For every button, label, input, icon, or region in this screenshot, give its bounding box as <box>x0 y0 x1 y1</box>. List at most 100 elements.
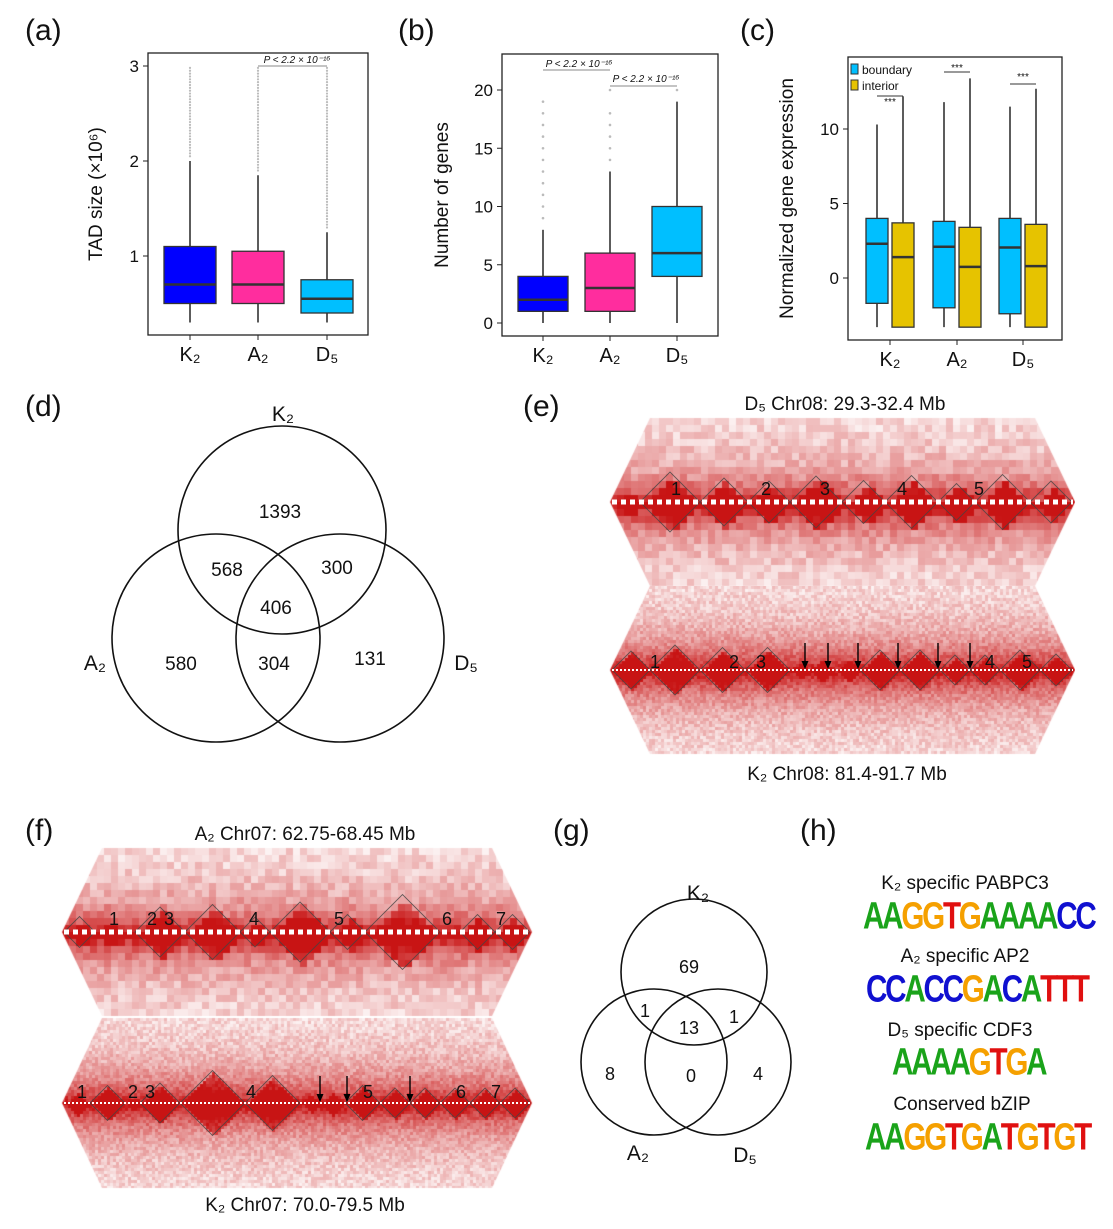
y-tick-label: 0 <box>484 314 493 333</box>
logo-letter-T: T <box>1055 968 1074 1010</box>
box <box>932 220 956 309</box>
outlier-point <box>608 135 612 138</box>
logo-letter-G: G <box>1016 1116 1040 1158</box>
p-value: P < 2.2 × 10⁻¹⁶ <box>613 74 680 85</box>
outlier-point <box>256 163 260 166</box>
logo-letter-G: G <box>958 895 982 937</box>
venn-set-label: D₅ <box>733 1144 757 1167</box>
outlier-point <box>188 135 192 138</box>
box <box>517 275 569 312</box>
logo-letter-G: G <box>903 1116 926 1158</box>
outlier-point <box>325 78 329 81</box>
outlier-point <box>325 140 329 144</box>
outlier-point <box>188 140 192 144</box>
outlier-point <box>256 152 260 155</box>
outlier-point <box>256 138 260 141</box>
outlier-point <box>256 132 260 135</box>
outlier-point <box>256 75 260 78</box>
outlier-point <box>608 123 612 127</box>
outlier-point <box>325 212 329 215</box>
outlier-point <box>325 72 329 75</box>
outlier-point <box>188 138 192 141</box>
logo-letter-C: C <box>1001 968 1023 1010</box>
outlier-point <box>541 112 545 115</box>
outlier-point <box>325 175 329 178</box>
outlier-point <box>325 172 329 175</box>
y-tick-label: 1 <box>130 247 139 266</box>
outlier-point <box>256 158 260 161</box>
legend-key-boundary <box>850 63 859 75</box>
outlier-point <box>256 166 260 169</box>
arrow-head <box>934 661 942 669</box>
outlier-point <box>325 186 329 189</box>
outlier-point <box>325 203 329 206</box>
motif-title: A₂ specific AP2 <box>900 946 1030 967</box>
y-tick-label: 10 <box>474 198 493 217</box>
outlier-point <box>325 180 329 183</box>
logo-letter-G: G <box>968 1041 992 1083</box>
tad-label: 5 <box>1022 652 1032 672</box>
logo-letter-G: G <box>922 895 945 937</box>
tad-label: 1 <box>650 652 660 672</box>
tad-label: 7 <box>491 1082 501 1102</box>
venn-circle <box>580 988 728 1136</box>
tad-label: 5 <box>363 1082 373 1102</box>
tad-label: 1 <box>671 479 681 499</box>
outlier-point <box>188 103 192 107</box>
heatmap-title: K₂ Chr08: 81.4-91.7 Mb <box>747 764 947 785</box>
y-axis-label: TAD size (×10⁶) <box>86 127 107 261</box>
y-tick-label: 20 <box>474 81 493 100</box>
outlier-point <box>325 217 329 221</box>
outlier-point <box>188 92 192 95</box>
logo-letter-C: C <box>942 968 964 1010</box>
tad-label: 3 <box>164 909 174 929</box>
venn-count-K2_only: 1393 <box>259 502 301 523</box>
outlier-point <box>256 155 260 158</box>
outlier-point <box>256 78 260 81</box>
y-tick-label: 0 <box>830 269 839 288</box>
outlier-point <box>256 120 260 124</box>
outlier-point <box>188 95 192 98</box>
box <box>891 222 915 328</box>
logo-letter-A: A <box>1020 968 1042 1010</box>
outlier-point <box>188 143 192 146</box>
outlier-point <box>325 197 329 201</box>
outlier-point <box>325 118 329 121</box>
outlier-point <box>541 135 545 138</box>
y-tick-label: 3 <box>130 57 139 76</box>
panel-label-g: (g) <box>553 814 590 847</box>
tad-label: 4 <box>246 1082 256 1102</box>
outlier-point <box>188 155 192 158</box>
outlier-point <box>325 83 329 87</box>
outlier-point <box>188 66 192 69</box>
x-tick-label: A₂ <box>247 344 268 366</box>
venn-count-D5_only: 4 <box>753 1064 763 1084</box>
outlier-point <box>325 95 329 98</box>
logo-letter-G: G <box>960 1116 984 1158</box>
outlier-point <box>541 193 545 197</box>
venn-count-all: 13 <box>679 1018 699 1038</box>
outlier-point <box>325 115 329 118</box>
outlier-point <box>325 169 329 172</box>
logo-letter-T: T <box>1037 1116 1055 1158</box>
y-axis-label: Normalized gene expression <box>777 78 798 319</box>
outlier-point <box>256 69 260 72</box>
outlier-point <box>256 81 260 84</box>
outlier-point <box>188 75 192 78</box>
motif-title: K₂ specific PABPC3 <box>881 873 1049 894</box>
outlier-point <box>188 69 192 72</box>
outlier-point <box>325 215 329 218</box>
outlier-point <box>188 112 192 115</box>
outlier-point <box>325 98 329 101</box>
heatmap-title: A₂ Chr07: 62.75-68.45 Mb <box>195 824 416 845</box>
venn-set-label: D₅ <box>454 652 478 675</box>
outlier-point <box>188 109 192 112</box>
panel-label-b: (b) <box>398 14 435 47</box>
outlier-point <box>541 123 545 127</box>
box <box>163 245 217 305</box>
outlier-point <box>188 83 192 87</box>
logo-letter-A: A <box>911 1041 932 1083</box>
